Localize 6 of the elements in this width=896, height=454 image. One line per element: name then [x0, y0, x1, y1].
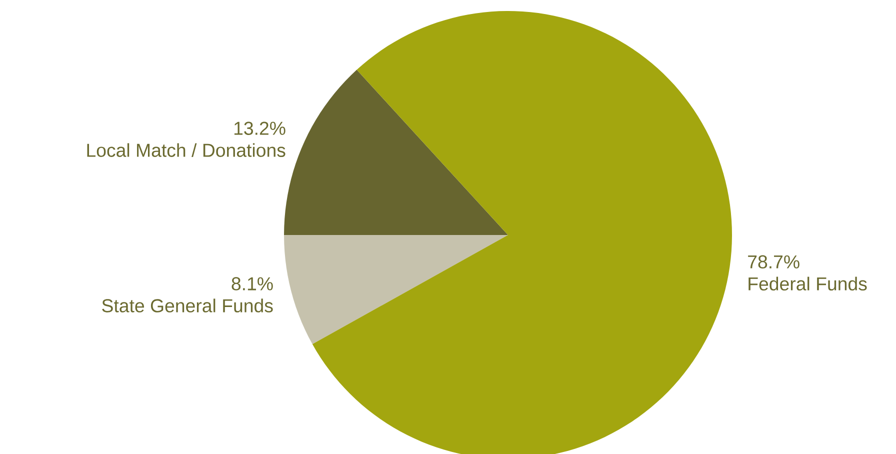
data-label: 8.1% — [232, 277, 273, 290]
data-label: 13.2% — [234, 122, 286, 135]
data-label: 78.7% — [748, 255, 800, 268]
slice-label: Local Match / Donations — [87, 143, 286, 157]
slice-label: State General Funds — [102, 298, 273, 312]
slice-label: Federal Funds — [748, 276, 867, 290]
